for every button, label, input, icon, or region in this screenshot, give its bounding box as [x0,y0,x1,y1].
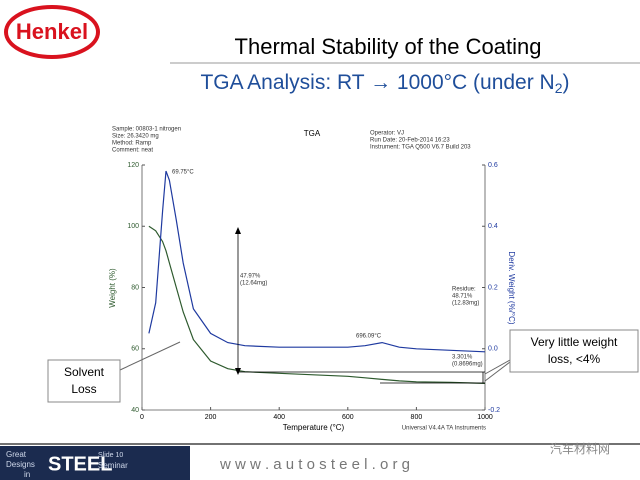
chart-title: TGA [304,129,321,138]
slide-title: Thermal Stability of the Coating [235,34,542,59]
y-tick-label: 40 [131,407,139,414]
annotation: (12.83mg) [452,301,479,307]
footer-seminar: Designs [6,460,35,469]
annotation: 3.301% [452,355,473,361]
callout-pointer [484,359,511,375]
series-line [148,225,486,384]
footer-seminar: Great [6,450,27,459]
annotation: Residue: [452,287,476,293]
series-line [148,170,486,353]
slide-subtitle: TGA Analysis: RT → 1000°C (under N2) [200,71,569,96]
y2-tick-label: 0.4 [488,223,498,230]
y-tick-label: 60 [131,346,139,353]
y-tick-label: 80 [131,284,139,291]
callout-box [47,359,121,403]
subtitle-sub: 2 [555,80,563,96]
footer-url: w w w . a u t o s t e e l . o r g [219,456,410,473]
info: Instrument: TGA Q500 V6.7 Build 203 [370,145,471,151]
x-tick-label: 200 [205,414,217,421]
info: Run Date: 20-Feb-2014 16:23 [370,138,450,144]
info: Size: 26.3420 mg [112,134,159,140]
annotation: 696.09°C [356,334,382,340]
x-tick-label: 800 [411,414,423,421]
annotation: (0.8696mg) [452,362,483,368]
x-tick-label: 0 [140,414,144,421]
x-tick-label: 1000 [477,414,493,421]
y-tick-label: 120 [127,162,139,169]
annotation: 48.71% [452,294,473,300]
footer-seminar: STEEL [48,453,112,475]
annotation: (12.64mg) [240,281,267,287]
y2-axis-label: Deriv. Weight (%/°C) [507,251,516,324]
info: Comment: neat [112,148,153,154]
footnote: Universal V4.4A TA Instruments [402,426,486,432]
callout-text: Loss [71,382,96,396]
y-axis-label: Weight (%) [108,268,117,308]
footer-seminar: Seminar [98,461,128,470]
callout-pointer [484,361,511,382]
logo: Henkel [16,19,88,44]
x-axis-label: Temperature (°C) [283,423,345,432]
y2-tick-label: 0.0 [488,346,498,353]
y2-tick-label: -0.2 [488,407,500,414]
callout-text: Solvent [64,365,105,379]
info: Method: Ramp [112,141,152,147]
y-tick-label: 100 [127,223,139,230]
callout-text: loss, <4% [548,352,601,366]
callout-box [509,329,639,373]
subtitle-main: TGA Analysis: RT → 1000°C (under N [200,71,554,94]
info: Sample: 00803-1 nitrogen [112,127,181,133]
subtitle-end: ) [563,71,570,94]
watermark: 汽车材料网 [550,441,610,456]
y2-tick-label: 0.6 [488,162,498,169]
annotation: 47.97% [240,274,261,280]
callout-text: Very little weight [531,335,618,349]
info: Operator: VJ [370,131,404,137]
footer-seminar: in [24,470,30,479]
callout-pointer [119,341,181,371]
x-tick-label: 400 [273,414,285,421]
y2-tick-label: 0.2 [488,284,498,291]
footer-slide: Slide 10 [98,452,123,459]
annotation: 69.75°C [172,170,194,176]
footer-band [0,446,190,480]
x-tick-label: 600 [342,414,354,421]
logo-ring [4,5,100,59]
